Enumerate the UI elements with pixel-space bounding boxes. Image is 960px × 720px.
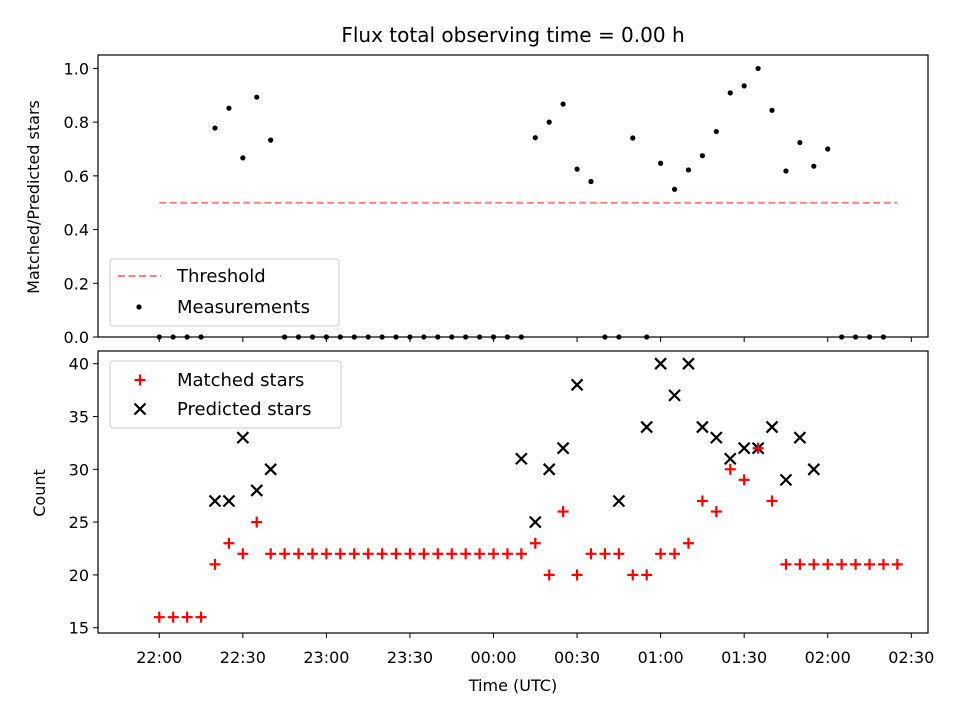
measurement-point — [212, 125, 217, 130]
measurement-point — [714, 129, 719, 134]
bottom-legend: Matched stars Predicted stars — [110, 361, 341, 428]
bottom-y-axis-label: Count — [30, 469, 49, 517]
top-y-axis-label: Matched/Predicted stars — [24, 100, 43, 294]
x-tick-label: 22:00 — [136, 648, 182, 667]
measurement-point — [742, 83, 747, 88]
measurement-point — [561, 102, 566, 107]
top-y-tick-label: 0.8 — [64, 113, 89, 132]
x-tick-label: 22:30 — [220, 648, 266, 667]
measurement-point — [240, 155, 245, 160]
bottom-y-tick-label: 25 — [69, 513, 89, 532]
measurement-point — [658, 161, 663, 166]
bottom-y-tick-label: 15 — [69, 619, 89, 638]
top-y-tick-label: 0.4 — [64, 221, 89, 240]
legend-threshold-label: Threshold — [176, 266, 266, 287]
measurement-point — [756, 66, 761, 71]
x-tick-label: 02:30 — [888, 648, 934, 667]
x-axis-label: Time (UTC) — [468, 676, 557, 695]
measurement-point — [226, 106, 231, 111]
measurement-point — [728, 90, 733, 95]
bottom-y-tick-label: 35 — [69, 407, 89, 426]
measurement-point — [797, 140, 802, 145]
measurement-point — [811, 164, 816, 169]
x-tick-label: 01:30 — [721, 648, 767, 667]
measurement-point — [672, 187, 677, 192]
legend-measurements-swatch — [136, 304, 141, 309]
measurement-point — [630, 135, 635, 140]
measurement-point — [574, 167, 579, 172]
bottom-panel: 15 20 25 30 35 40 22:00 22:30 23:00 23:30 00:00 00:… — [69, 351, 935, 667]
measurement-point — [588, 179, 593, 184]
legend-predicted-label: Predicted stars — [177, 399, 311, 420]
x-tick-label: 00:30 — [554, 648, 600, 667]
measurement-point — [686, 167, 691, 172]
measurement-point — [783, 168, 788, 173]
x-tick-label: 02:00 — [805, 648, 851, 667]
top-y-tick-label: 1.0 — [64, 59, 89, 78]
legend-matched-label: Matched stars — [177, 370, 304, 391]
measurement-point — [254, 95, 259, 100]
top-legend: Threshold Measurements — [110, 259, 339, 326]
x-tick-label: 23:00 — [303, 648, 349, 667]
bottom-y-tick-label: 30 — [69, 460, 89, 479]
x-tick-label: 23:30 — [387, 648, 433, 667]
top-y-tick-label: 0.0 — [64, 328, 89, 347]
legend-measurements-label: Measurements — [177, 297, 310, 318]
measurement-point — [533, 135, 538, 140]
bottom-y-tick-label: 40 — [69, 355, 89, 374]
measurement-point — [825, 146, 830, 151]
top-panel: 0.0 0.2 0.4 0.6 0.8 1.0 Threshold Measurements — [64, 55, 928, 347]
x-tick-label: 01:00 — [638, 648, 684, 667]
measurement-point — [547, 120, 552, 125]
measurement-point — [268, 138, 273, 143]
measurement-point — [700, 153, 705, 158]
bottom-y-tick-label: 20 — [69, 566, 89, 585]
measurement-point — [769, 108, 774, 113]
top-y-tick-label: 0.2 — [64, 274, 89, 293]
chart-title: Flux total observing time = 0.00 h — [341, 23, 684, 47]
top-y-tick-label: 0.6 — [64, 167, 89, 186]
figure: Flux total observing time = 0.00 h 0.00.… — [0, 0, 960, 720]
x-tick-label: 00:00 — [470, 648, 516, 667]
